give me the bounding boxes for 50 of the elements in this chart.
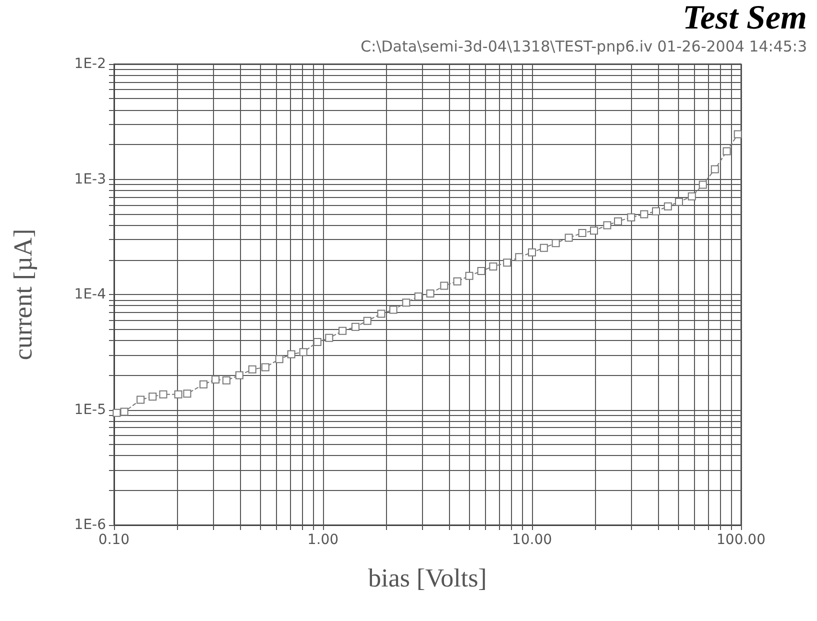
point: [640, 210, 648, 218]
point: [275, 355, 284, 364]
point: [603, 221, 612, 230]
point: [590, 226, 598, 235]
y-tick-label: 1E-6: [74, 517, 106, 533]
y-tick-label: 1E-4: [74, 286, 106, 302]
x-axis-title: bias [Volts]: [368, 564, 487, 592]
point: [614, 217, 622, 226]
point: [174, 390, 182, 398]
point: [564, 234, 573, 242]
point: [199, 380, 208, 388]
point: [136, 396, 145, 404]
y-tick-label: 1E-3: [74, 171, 106, 188]
point: [652, 207, 660, 216]
point: [627, 213, 636, 222]
point: [552, 239, 560, 248]
y-axis-title: current [µA]: [8, 228, 38, 360]
point: [426, 290, 434, 298]
x-tick-label: 1.00: [307, 532, 339, 548]
chart-subtitle: C:\Data\semi-3d-04\1318\TEST-pnp6.iv 01-26-2004 14:45:3: [360, 38, 808, 56]
point: [578, 228, 586, 237]
y-tick-label: 1E-2: [74, 56, 106, 72]
point: [363, 316, 372, 325]
point: [338, 326, 347, 335]
point: [261, 363, 270, 372]
point: [351, 322, 360, 331]
y-tick-label: 1E-5: [74, 402, 106, 418]
point: [465, 272, 474, 280]
point: [389, 306, 398, 314]
point: [112, 408, 121, 417]
point: [515, 253, 524, 262]
point: [299, 348, 308, 356]
point: [313, 338, 322, 346]
point: [287, 350, 296, 358]
point: [540, 244, 548, 252]
x-tick-label: 100.00: [716, 532, 766, 548]
point: [325, 334, 334, 342]
point: [489, 262, 498, 270]
point: [402, 298, 410, 307]
point: [414, 292, 422, 301]
point: [528, 248, 536, 256]
point: [503, 258, 512, 267]
point: [212, 376, 220, 384]
chart-title: Test Sem: [682, 0, 808, 36]
x-tick-label: 0.10: [98, 532, 130, 548]
point: [377, 310, 386, 318]
point: [148, 392, 157, 401]
point: [477, 266, 486, 275]
point: [440, 282, 448, 290]
x-tick-label: 10.00: [512, 532, 552, 548]
